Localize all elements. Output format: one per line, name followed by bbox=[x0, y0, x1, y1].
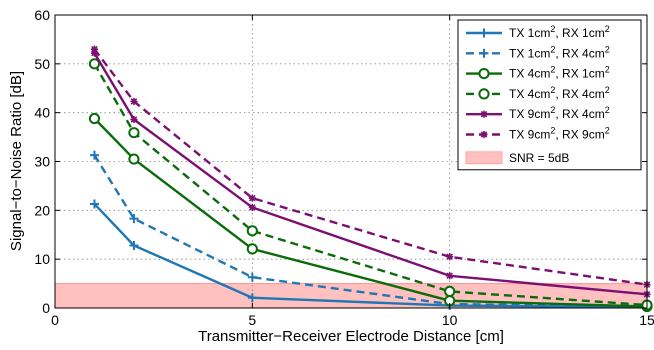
series-3 bbox=[88, 112, 653, 313]
series-5 bbox=[90, 49, 651, 298]
data-point bbox=[128, 153, 140, 165]
legend-entry: TX 1cm2, RX 1cm2 bbox=[466, 24, 610, 40]
series-line bbox=[93, 48, 648, 286]
legend-entry: TX 4cm2, RX 1cm2 bbox=[466, 65, 610, 81]
data-point bbox=[130, 115, 138, 124]
data-point bbox=[248, 203, 256, 212]
legend-marker bbox=[480, 110, 488, 118]
legend-label: TX 4cm2, RX 1cm2 bbox=[509, 65, 610, 81]
legend-marker bbox=[479, 28, 489, 38]
data-point bbox=[88, 58, 101, 70]
legend-label: TX 9cm2, RX 9cm2 bbox=[509, 126, 610, 142]
data-point bbox=[246, 225, 258, 237]
y-tick-label: 50 bbox=[34, 56, 50, 72]
legend-swatch bbox=[465, 151, 503, 165]
legend-entry: TX 9cm2, RX 9cm2 bbox=[466, 126, 610, 142]
legend-marker bbox=[479, 48, 489, 58]
series-line bbox=[93, 154, 648, 308]
x-tick-label: 0 bbox=[51, 312, 59, 328]
y-tick-label: 10 bbox=[34, 251, 50, 267]
y-tick-label: 30 bbox=[34, 154, 50, 170]
series-lines bbox=[88, 45, 653, 313]
legend-entry: TX 1cm2, RX 4cm2 bbox=[466, 44, 610, 60]
data-point bbox=[247, 272, 257, 282]
legend-label: TX 1cm2, RX 4cm2 bbox=[509, 44, 610, 60]
data-point bbox=[247, 293, 257, 303]
legend-entry: TX 4cm2, RX 4cm2 bbox=[466, 85, 610, 101]
legend-label: TX 4cm2, RX 4cm2 bbox=[509, 85, 610, 101]
data-point bbox=[246, 243, 258, 255]
x-tick-label: 15 bbox=[639, 312, 654, 328]
series-line bbox=[93, 63, 648, 307]
data-point bbox=[128, 127, 140, 139]
axis-ticks: 0 5 10 15 0 10 20 30 40 50 60 bbox=[34, 7, 654, 328]
data-point bbox=[129, 240, 139, 250]
data-point bbox=[88, 112, 101, 125]
y-tick-label: 40 bbox=[34, 105, 50, 121]
y-tick-label: 60 bbox=[34, 7, 50, 23]
data-point bbox=[129, 214, 139, 224]
x-tick-label: 5 bbox=[248, 312, 256, 328]
series-6 bbox=[90, 45, 651, 289]
y-axis-label: Signal−to−Noise Ratio [dB] bbox=[8, 71, 25, 251]
legend-label: TX 1cm2, RX 1cm2 bbox=[509, 24, 610, 40]
data-point bbox=[130, 97, 138, 106]
data-point bbox=[444, 285, 456, 297]
y-tick-label: 0 bbox=[42, 300, 50, 316]
data-point bbox=[90, 45, 99, 53]
legend-entry-threshold: SNR = 5dB bbox=[465, 151, 569, 165]
data-point bbox=[89, 199, 99, 209]
data-point bbox=[446, 272, 454, 280]
data-point bbox=[248, 194, 256, 202]
legend-label: SNR = 5dB bbox=[509, 151, 569, 165]
legend-marker bbox=[478, 88, 490, 100]
legend-label: TX 9cm2, RX 4cm2 bbox=[509, 105, 610, 121]
y-tick-label: 20 bbox=[34, 202, 50, 218]
data-point bbox=[89, 150, 99, 160]
data-point bbox=[446, 253, 454, 261]
legend-marker bbox=[478, 68, 490, 80]
x-tick-label: 10 bbox=[442, 312, 458, 328]
legend-marker bbox=[480, 130, 488, 139]
legend: TX 1cm2, RX 1cm2 TX 1cm2, RX 4cm2 TX 4cm2,… bbox=[457, 19, 642, 171]
x-axis-label: Transmitter−Receiver Electrode Distance … bbox=[198, 328, 504, 345]
legend-entry: TX 9cm2, RX 4cm2 bbox=[466, 105, 610, 121]
